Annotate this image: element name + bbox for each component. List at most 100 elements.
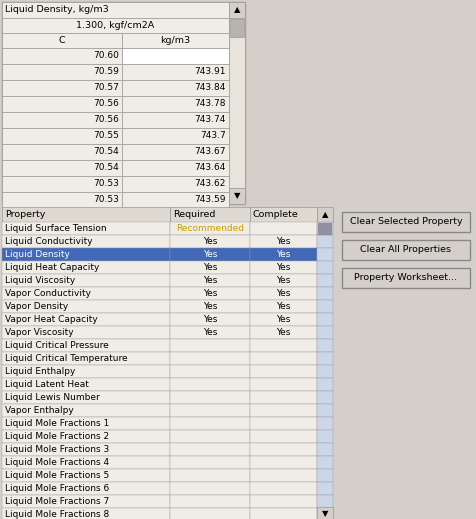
Bar	[2, 274, 169, 287]
Text: 743.84: 743.84	[194, 84, 226, 92]
Text: Yes: Yes	[276, 250, 290, 259]
Bar	[2, 222, 169, 235]
Bar	[169, 456, 249, 469]
Bar	[317, 235, 332, 248]
Text: Liquid Mole Fractions 4: Liquid Mole Fractions 4	[5, 458, 109, 467]
Bar	[249, 339, 317, 352]
Bar	[122, 160, 228, 176]
Bar	[2, 339, 169, 352]
Bar	[317, 417, 332, 430]
Bar	[317, 207, 332, 222]
Bar	[317, 430, 332, 443]
Text: Property: Property	[5, 210, 45, 219]
Bar	[229, 19, 244, 37]
Text: Yes: Yes	[276, 276, 290, 285]
Text: Yes: Yes	[202, 276, 217, 285]
Bar	[2, 313, 169, 326]
Bar	[122, 144, 228, 160]
Bar	[2, 365, 169, 378]
Bar	[249, 207, 317, 222]
Bar	[317, 508, 332, 519]
Bar	[317, 261, 332, 274]
Bar	[2, 48, 122, 64]
Text: 743.59: 743.59	[194, 196, 226, 204]
Bar	[169, 365, 249, 378]
Bar	[2, 235, 169, 248]
Bar	[122, 48, 228, 64]
Text: Liquid Mole Fractions 2: Liquid Mole Fractions 2	[5, 432, 109, 441]
Text: Yes: Yes	[276, 263, 290, 272]
Bar	[122, 128, 228, 144]
Text: Liquid Mole Fractions 1: Liquid Mole Fractions 1	[5, 419, 109, 428]
Text: Yes: Yes	[202, 237, 217, 246]
Bar	[2, 404, 169, 417]
Bar	[2, 508, 169, 519]
Text: kg/m3: kg/m3	[160, 36, 190, 45]
Text: Liquid Heat Capacity: Liquid Heat Capacity	[5, 263, 99, 272]
Text: Liquid Density: Liquid Density	[5, 250, 69, 259]
Text: Liquid Viscosity: Liquid Viscosity	[5, 276, 75, 285]
Bar	[228, 18, 245, 188]
Bar	[249, 300, 317, 313]
Text: Recommended: Recommended	[176, 224, 244, 233]
Bar	[2, 378, 169, 391]
Bar	[169, 417, 249, 430]
Text: 1.300, kgf/cm2A: 1.300, kgf/cm2A	[76, 21, 154, 30]
Bar	[122, 64, 228, 80]
Bar	[2, 495, 169, 508]
Bar	[228, 2, 245, 18]
Bar	[341, 240, 469, 260]
Text: 70.59: 70.59	[93, 67, 119, 76]
Bar	[2, 112, 122, 128]
Text: Yes: Yes	[276, 237, 290, 246]
Bar	[122, 176, 228, 192]
Bar	[249, 261, 317, 274]
Bar	[317, 223, 331, 235]
Bar	[169, 482, 249, 495]
Bar	[2, 64, 122, 80]
Bar	[2, 144, 122, 160]
Bar	[249, 274, 317, 287]
Bar	[317, 287, 332, 300]
Text: Vapor Heat Capacity: Vapor Heat Capacity	[5, 315, 98, 324]
Bar	[2, 417, 169, 430]
Text: 743.91: 743.91	[194, 67, 226, 76]
Bar	[2, 207, 169, 222]
Text: Liquid Mole Fractions 3: Liquid Mole Fractions 3	[5, 445, 109, 454]
Text: ▼: ▼	[321, 510, 327, 518]
Text: Liquid Mole Fractions 7: Liquid Mole Fractions 7	[5, 497, 109, 506]
Text: 743.7: 743.7	[200, 131, 226, 141]
Text: C: C	[59, 36, 65, 45]
Bar	[317, 326, 332, 339]
Bar	[2, 33, 122, 48]
Bar	[317, 248, 332, 261]
Bar	[2, 352, 169, 365]
Text: Liquid Lewis Number: Liquid Lewis Number	[5, 393, 99, 402]
Bar	[2, 96, 122, 112]
Bar	[169, 207, 249, 222]
Bar	[169, 313, 249, 326]
Text: ▼: ▼	[233, 192, 240, 200]
Bar	[317, 443, 332, 456]
Bar	[317, 378, 332, 391]
Text: 70.57: 70.57	[93, 84, 119, 92]
Bar	[169, 339, 249, 352]
Text: Liquid Conductivity: Liquid Conductivity	[5, 237, 92, 246]
Bar	[341, 268, 469, 288]
Bar	[122, 112, 228, 128]
Text: Liquid Surface Tension: Liquid Surface Tension	[5, 224, 107, 233]
Bar	[249, 326, 317, 339]
Bar	[122, 80, 228, 96]
Text: Vapor Viscosity: Vapor Viscosity	[5, 328, 73, 337]
Text: Yes: Yes	[276, 328, 290, 337]
Bar	[2, 287, 169, 300]
Bar	[317, 274, 332, 287]
Text: 743.62: 743.62	[194, 180, 226, 188]
Text: Vapor Conductivity: Vapor Conductivity	[5, 289, 91, 298]
Bar	[169, 508, 249, 519]
Bar	[249, 378, 317, 391]
Bar	[249, 443, 317, 456]
Text: 70.60: 70.60	[93, 51, 119, 61]
Bar	[2, 261, 169, 274]
Bar	[249, 365, 317, 378]
